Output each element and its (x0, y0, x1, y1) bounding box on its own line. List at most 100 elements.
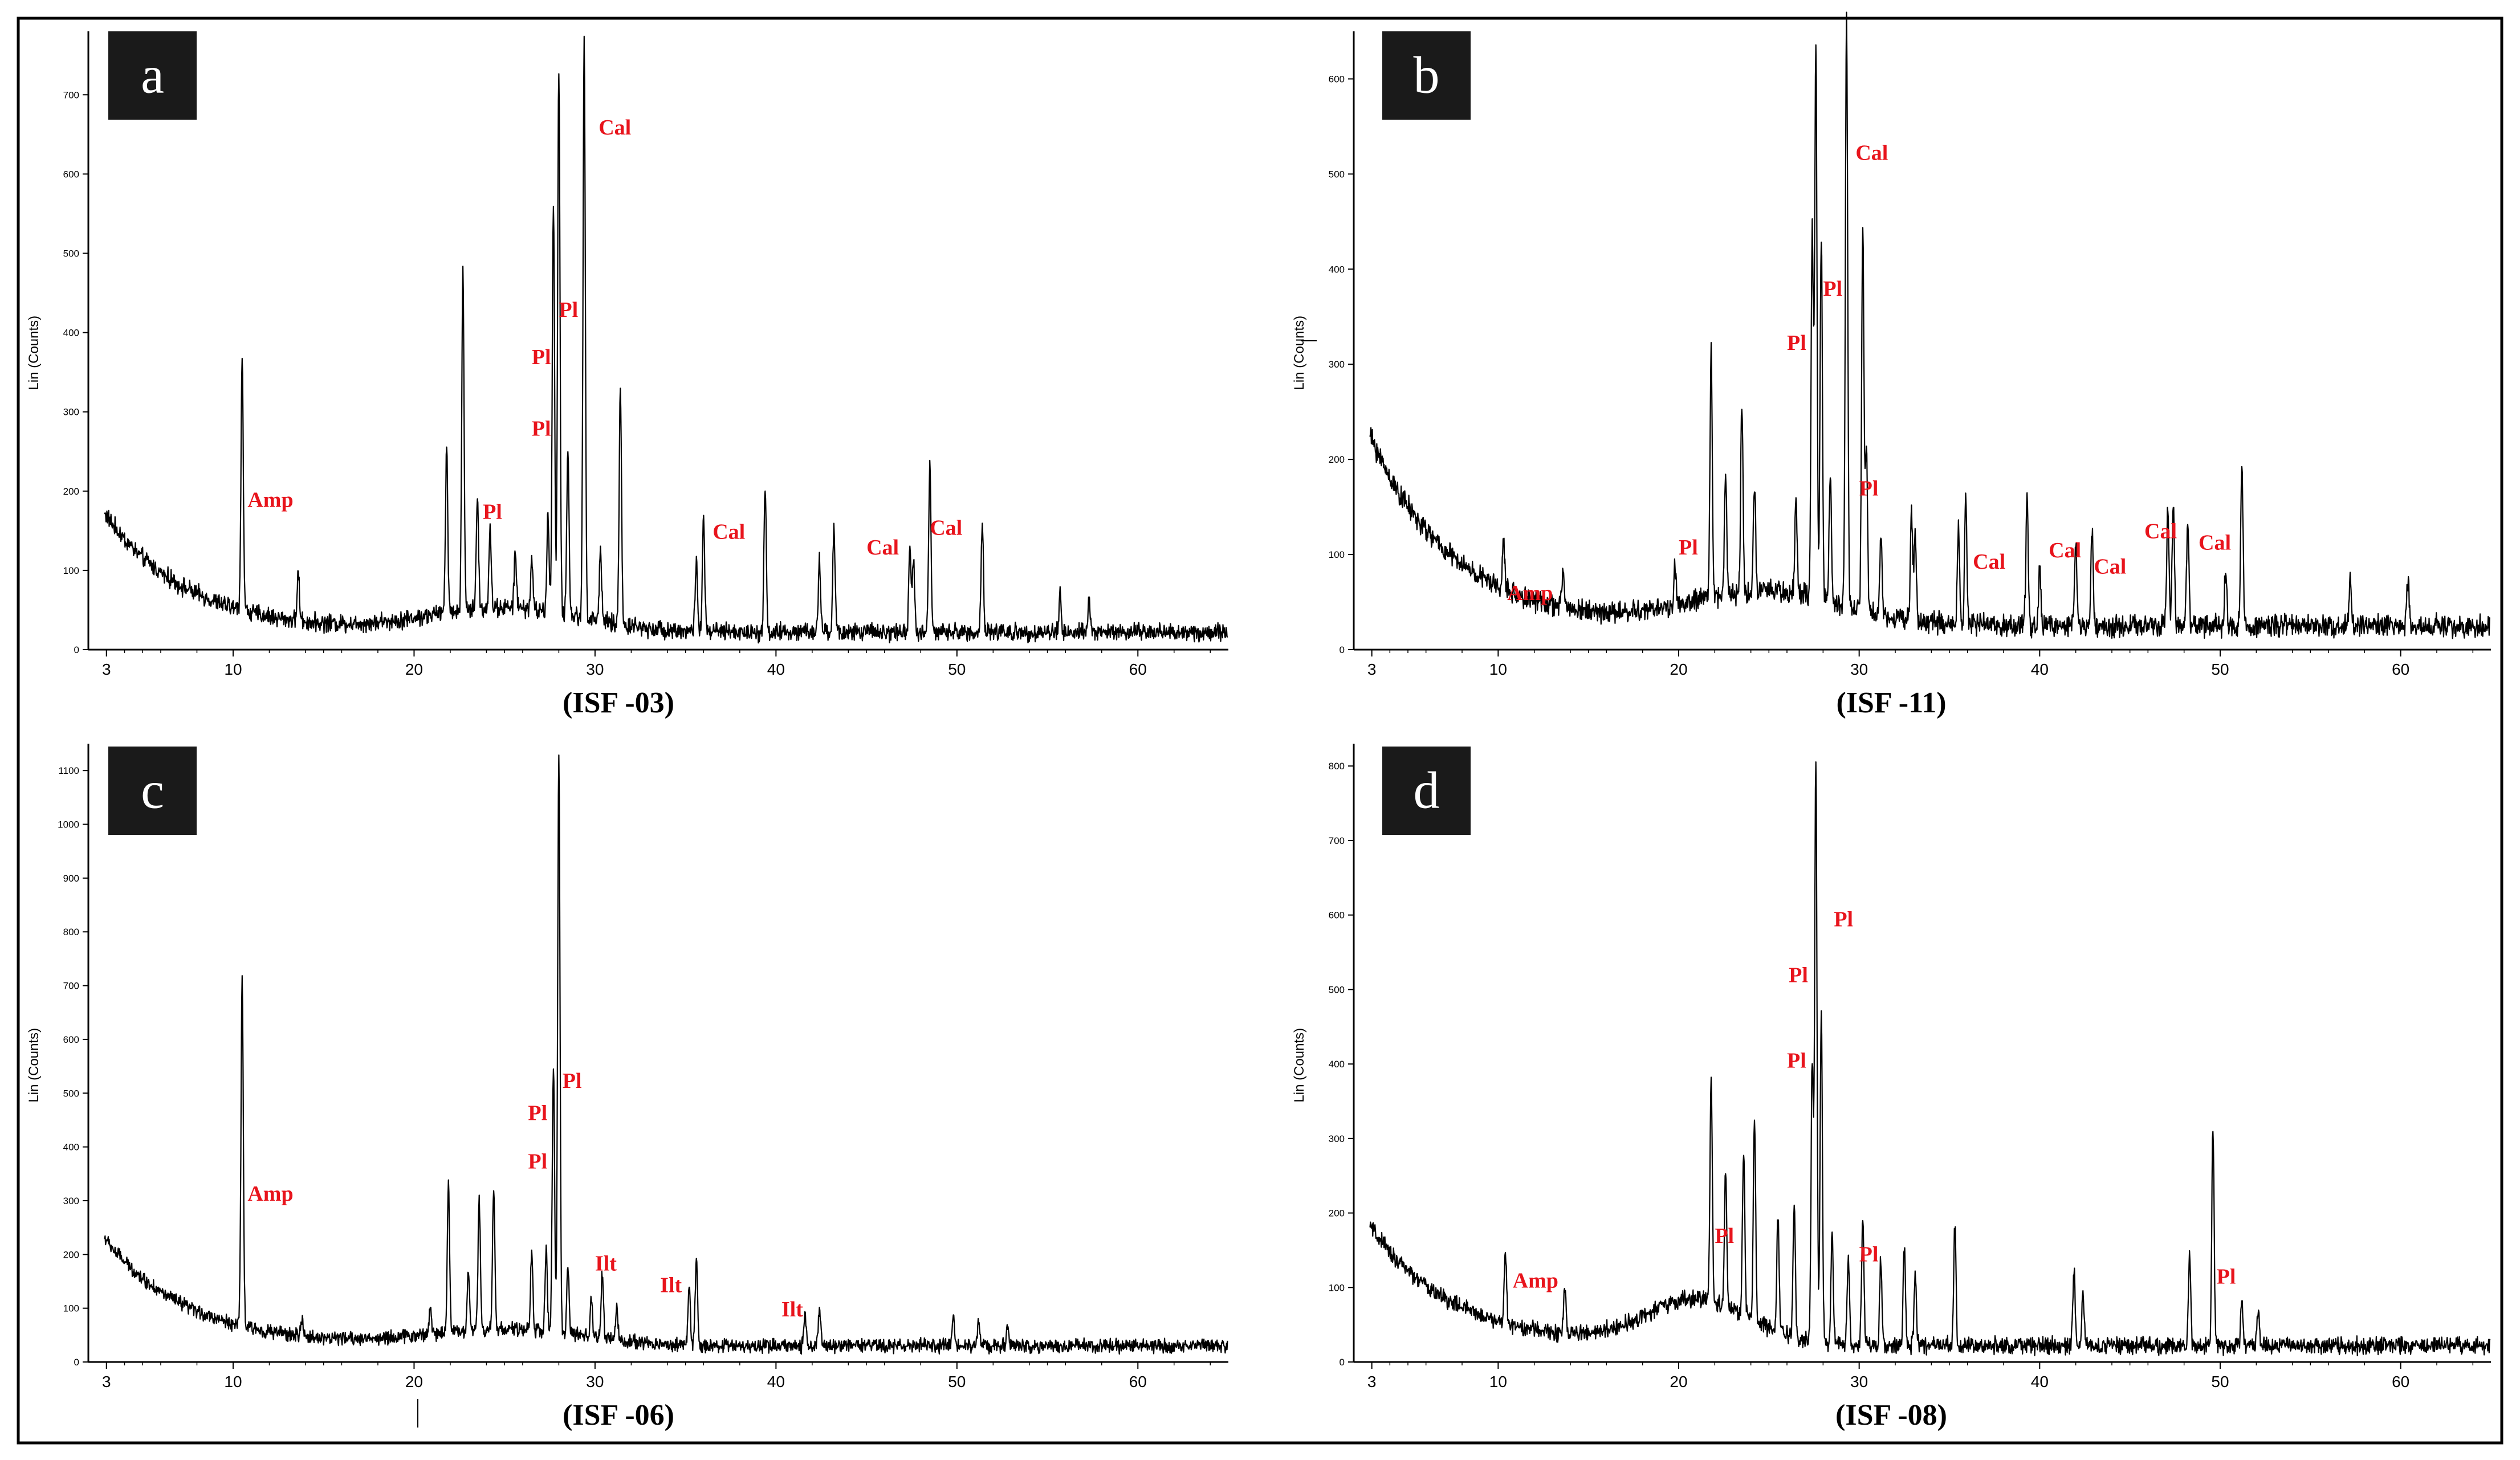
y-tick-label: 600 (63, 1034, 79, 1045)
y-axis-label: Lin (Counts) (26, 316, 42, 390)
y-axis-label: Lin (Counts) (26, 1028, 42, 1103)
annotation-cal: Cal (2144, 520, 2177, 544)
y-tick-label: 300 (63, 1196, 79, 1206)
annotation-amp: Amp (1513, 1269, 1558, 1292)
panel-caption: (ISF -11) (1836, 687, 1946, 719)
annotation-amp: Amp (1507, 581, 1553, 605)
y-axis-label: Lin (Counts) (1292, 1028, 1307, 1103)
panel-label: c (141, 761, 164, 819)
annotation-amp: Amp (247, 488, 293, 512)
annotation-cal: Cal (866, 536, 899, 560)
annotation-cal: Cal (930, 516, 962, 540)
y-tick-label: 700 (63, 981, 79, 992)
x-tick-label: 10 (1489, 660, 1507, 678)
panel-badge (108, 31, 197, 120)
x-tick-label: 30 (1850, 1373, 1868, 1390)
y-tick-label: 800 (63, 927, 79, 937)
annotation-cal: Cal (1973, 550, 2005, 574)
y-tick-label: 300 (1329, 1133, 1345, 1144)
annotation-cal: Cal (599, 116, 631, 140)
y-tick-label: 100 (1329, 549, 1345, 560)
y-tick-label: 100 (63, 1303, 79, 1314)
x-tick-label: 50 (948, 660, 966, 678)
x-tick-label: 30 (1850, 660, 1868, 678)
y-tick-label: 0 (1340, 645, 1345, 655)
diffraction-series-d (1369, 761, 2491, 1356)
x-tick-label: 60 (2392, 1373, 2409, 1390)
y-tick-label: 500 (1329, 984, 1345, 995)
annotation-pl: Pl (1679, 536, 1698, 560)
panel-badge (108, 747, 197, 835)
x-tick-label: 30 (586, 1373, 604, 1390)
x-tick-label: 10 (224, 1373, 242, 1390)
x-tick-label: 20 (1670, 1373, 1687, 1390)
y-tick-label: 600 (1329, 74, 1345, 84)
y-axis-label: Lin (Counts) (1292, 316, 1307, 390)
x-tick-label: 10 (224, 660, 242, 678)
y-tick-label: 600 (1329, 910, 1345, 921)
y-tick-label: 700 (63, 89, 79, 100)
panel-caption: (ISF -03) (563, 687, 674, 719)
x-tick-label: 3 (1367, 660, 1377, 678)
diffraction-series-b (1369, 11, 2491, 639)
annotation-pl: Pl (532, 345, 551, 369)
annotation-cal: Cal (2094, 554, 2126, 578)
annotation-ilt: Ilt (595, 1252, 617, 1276)
y-tick-label: 400 (1329, 1059, 1345, 1070)
annotation-pl: Pl (2217, 1265, 2236, 1289)
x-tick-label: 20 (405, 1373, 423, 1390)
annotation-pl: Pl (1787, 331, 1806, 355)
x-tick-label: 40 (2031, 660, 2049, 678)
annotation-pl: Pl (563, 1069, 582, 1093)
annotation-pl: Pl (528, 1101, 547, 1125)
y-tick-label: 500 (1329, 169, 1345, 180)
y-tick-label: 400 (63, 328, 79, 339)
diffraction-series-a (104, 35, 1228, 644)
y-tick-label: 100 (63, 565, 79, 576)
y-tick-label: 500 (63, 248, 79, 259)
y-tick-label: 200 (1329, 1208, 1345, 1219)
y-tick-label: 800 (1329, 761, 1345, 772)
annotation-pl: Pl (1715, 1224, 1734, 1248)
diffraction-series-c (104, 754, 1228, 1355)
outer-frame (17, 17, 2503, 1445)
x-tick-label: 3 (102, 1373, 111, 1390)
y-tick-label: 500 (63, 1088, 79, 1099)
annotation-amp: Amp (247, 1182, 293, 1206)
x-tick-label: 40 (767, 1373, 785, 1390)
panel-label: b (1414, 46, 1440, 104)
y-tick-label: 100 (1329, 1282, 1345, 1293)
panel-badge (1382, 31, 1471, 120)
y-tick-label: 0 (74, 645, 79, 655)
annotation-pl: Pl (559, 298, 578, 322)
x-tick-label: 40 (2031, 1373, 2049, 1390)
y-tick-label: 400 (1329, 264, 1345, 275)
annotation-cal: Cal (713, 520, 745, 544)
annotation-pl: Pl (1823, 277, 1842, 301)
annotation-ilt: Ilt (781, 1298, 803, 1322)
panel-a: 0 100 200 300 400 500 600 700 3 10 20 30 40 50 60 Lin (… (26, 31, 1228, 719)
x-tick-label: 20 (1670, 660, 1687, 678)
panel-caption: (ISF -06) (563, 1399, 674, 1432)
panel-label: a (141, 46, 164, 104)
y-tick-label: 200 (1329, 454, 1345, 465)
annotation-ilt: Ilt (660, 1273, 682, 1297)
x-tick-label: 30 (586, 660, 604, 678)
annotation-pl: Pl (1834, 907, 1853, 931)
annotation-cal: Cal (2199, 531, 2231, 555)
y-tick-label: 300 (63, 407, 79, 418)
annotation-pl: Pl (483, 500, 502, 524)
annotation-cal: Cal (1855, 141, 1888, 165)
y-tick-label: 300 (1329, 359, 1345, 370)
y-tick-label: 0 (1340, 1357, 1345, 1368)
annotation-pl: Pl (528, 1149, 547, 1173)
y-tick-label: 0 (74, 1357, 79, 1368)
y-tick-label: 600 (63, 169, 79, 180)
x-tick-label: 20 (405, 660, 423, 678)
y-tick-label: 1100 (58, 765, 79, 776)
x-tick-label: 3 (102, 660, 111, 678)
x-tick-label: 60 (1129, 660, 1147, 678)
x-tick-label: 50 (2211, 660, 2229, 678)
